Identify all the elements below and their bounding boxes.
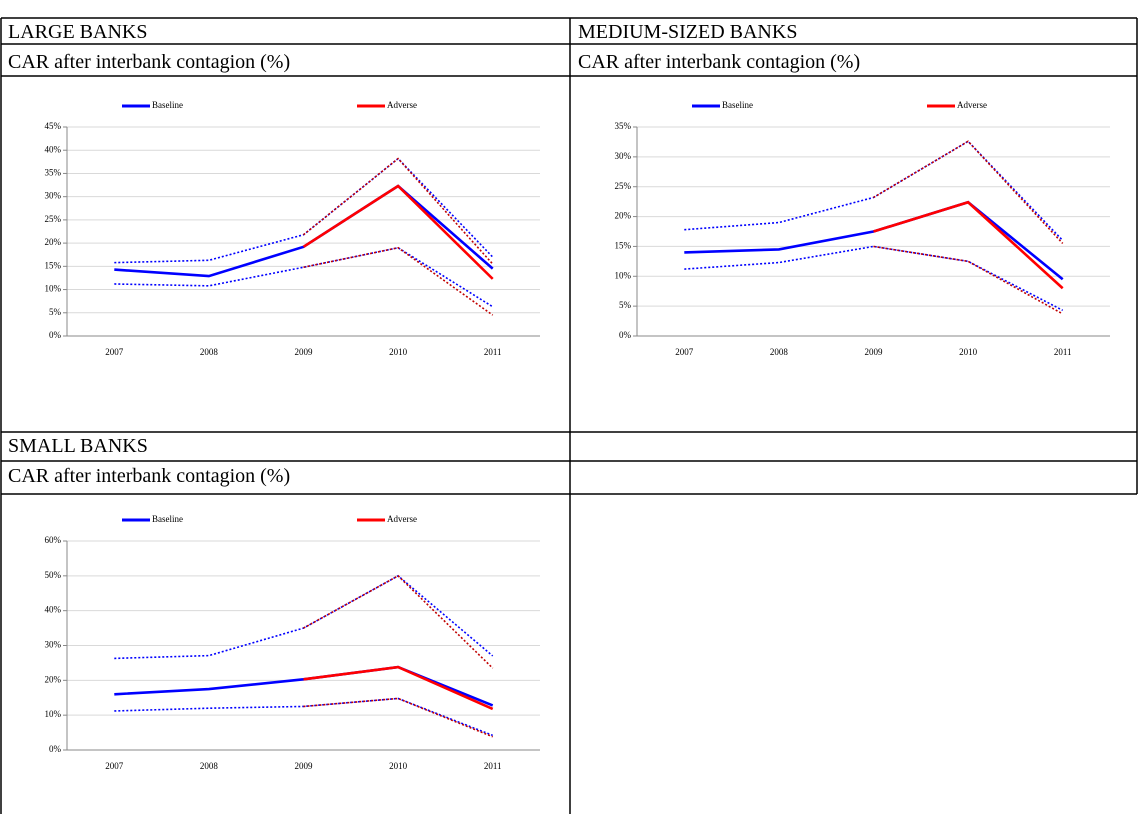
legend-label: Adverse (957, 100, 987, 110)
x-tick-label: 2009 (865, 347, 884, 357)
y-tick-label: 0% (49, 744, 62, 754)
y-tick-label: 15% (615, 240, 632, 250)
y-tick-label: 30% (45, 640, 62, 650)
table-borders (0, 17, 1138, 814)
section-title: LARGE BANKS (8, 21, 147, 43)
y-tick-label: 30% (45, 191, 62, 201)
x-tick-label: 2007 (675, 347, 694, 357)
range-line (303, 246, 494, 316)
y-tick-label: 5% (619, 300, 632, 310)
y-tick-label: 60% (45, 535, 62, 545)
x-tick-label: 2008 (200, 761, 219, 771)
y-tick-label: 30% (615, 151, 632, 161)
y-tick-label: 0% (619, 330, 632, 340)
y-tick-label: 25% (615, 181, 632, 191)
y-tick-label: 20% (45, 237, 62, 247)
legend-label: Baseline (152, 514, 183, 524)
y-tick-label: 40% (45, 144, 62, 154)
range-line (684, 140, 1064, 242)
x-tick-label: 2011 (1054, 347, 1072, 357)
y-tick-label: 20% (615, 211, 632, 221)
y-tick-label: 35% (45, 168, 62, 178)
series-line (114, 665, 494, 707)
x-tick-label: 2007 (105, 347, 124, 357)
y-tick-label: 40% (45, 605, 62, 615)
range-line (302, 157, 494, 265)
section-title: MEDIUM-SIZED BANKS (578, 21, 797, 43)
range-line (303, 574, 494, 669)
y-tick-label: 10% (45, 709, 62, 719)
series-line (873, 200, 1064, 290)
section-subtitle: CAR after interbank contagion (%) (8, 465, 290, 487)
y-tick-label: 10% (615, 270, 632, 280)
series-line (302, 184, 494, 280)
legend-label: Baseline (152, 100, 183, 110)
series-line (303, 665, 494, 711)
y-tick-label: 15% (45, 260, 62, 270)
section-subtitle: CAR after interbank contagion (%) (8, 51, 290, 73)
x-tick-label: 2010 (389, 347, 408, 357)
legend-label: Adverse (387, 100, 417, 110)
series-line (684, 200, 1064, 281)
range-line (873, 140, 1064, 244)
y-tick-label: 35% (615, 121, 632, 131)
range-line (114, 574, 494, 660)
x-tick-label: 2009 (295, 347, 314, 357)
legend-label: Baseline (722, 100, 753, 110)
x-tick-label: 2010 (959, 347, 978, 357)
x-tick-label: 2011 (484, 347, 502, 357)
y-tick-label: 0% (49, 330, 62, 340)
y-tick-label: 50% (45, 570, 62, 580)
y-tick-label: 5% (49, 307, 62, 317)
range-line (114, 697, 493, 737)
y-tick-label: 20% (45, 674, 62, 684)
x-tick-label: 2007 (105, 761, 124, 771)
x-tick-label: 2008 (200, 347, 219, 357)
y-tick-label: 10% (45, 284, 62, 294)
range-line (114, 246, 494, 308)
x-tick-label: 2010 (389, 761, 408, 771)
legend-label: Adverse (387, 514, 417, 524)
series-line (114, 184, 494, 278)
section-subtitle: CAR after interbank contagion (%) (578, 51, 860, 73)
section-title: SMALL BANKS (8, 435, 148, 457)
x-tick-label: 2008 (770, 347, 789, 357)
x-tick-label: 2009 (295, 761, 314, 771)
y-tick-label: 45% (45, 121, 62, 131)
range-line (303, 697, 494, 738)
y-tick-label: 25% (45, 214, 62, 224)
x-tick-label: 2011 (484, 761, 502, 771)
range-line (684, 245, 1064, 312)
